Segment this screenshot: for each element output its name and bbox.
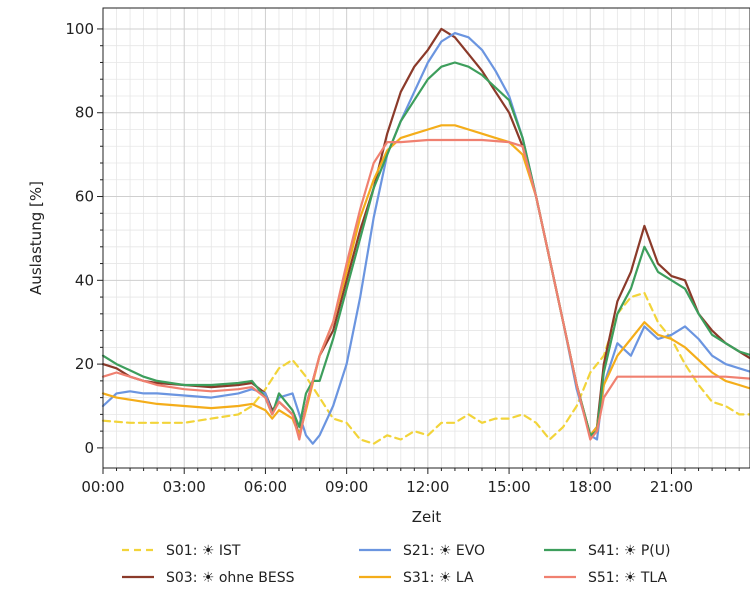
x-axis-label: Zeit: [412, 508, 442, 526]
y-tick-label: 60: [75, 188, 94, 206]
x-tick-label: 18:00: [569, 478, 612, 496]
series-line-5: [101, 138, 750, 441]
major-gridlines: [102, 8, 750, 468]
legend-label-2: S21: ☀ EVO: [403, 543, 485, 559]
legend-label-5: S51: ☀ TLA: [588, 570, 668, 586]
x-tick-label: 00:00: [81, 478, 124, 496]
x-tick-label: 03:00: [163, 478, 206, 496]
series-layer: [101, 27, 750, 445]
minor-gridlines: [103, 8, 750, 468]
y-tick-label: 100: [65, 20, 94, 38]
legend-label-0: S01: ☀ IST: [166, 543, 241, 559]
y-tick-label: 40: [75, 271, 94, 289]
legend-label-3: S31: ☀ LA: [403, 570, 474, 586]
x-tick-label: 09:00: [325, 478, 368, 496]
series-line-3: [101, 124, 750, 437]
y-axis-label: Auslastung [%]: [27, 181, 45, 295]
y-tick-label: 0: [84, 439, 94, 457]
x-tick-label: 06:00: [244, 478, 287, 496]
series-line-4: [101, 61, 750, 437]
plot-frame: [102, 7, 750, 469]
x-tick-label: 21:00: [650, 478, 693, 496]
y-tick-label: 80: [75, 104, 94, 122]
x-tick-label: 15:00: [487, 478, 530, 496]
legend: S01: ☀ IST S03: ☀ ohne BESS S21: ☀ EVO S31:…: [122, 543, 670, 586]
series-line-0: [101, 291, 750, 445]
legend-label-1: S03: ☀ ohne BESS: [166, 570, 295, 586]
x-tick-label: 12:00: [406, 478, 449, 496]
y-axis-ticks: 0 20 40 60 80 100: [65, 20, 103, 457]
series-line-1: [101, 27, 750, 437]
x-axis-ticks: 00:00 03:00 06:00 09:00 12:00 15:00 18:00 21:00: [81, 468, 740, 496]
y-tick-label: 20: [75, 355, 94, 373]
legend-label-4: S41: ☀ P(U): [588, 543, 670, 559]
